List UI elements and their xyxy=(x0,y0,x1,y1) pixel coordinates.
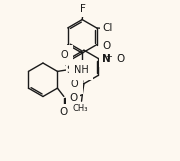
Text: ⁻: ⁻ xyxy=(118,52,123,62)
Text: O: O xyxy=(69,93,77,103)
Text: O: O xyxy=(103,41,111,51)
Text: O: O xyxy=(70,79,78,89)
Text: S: S xyxy=(66,65,73,75)
Text: O: O xyxy=(116,54,125,64)
Text: O: O xyxy=(61,50,68,60)
Text: Cl: Cl xyxy=(103,23,113,33)
Text: N: N xyxy=(102,54,111,64)
Text: NH: NH xyxy=(73,65,88,75)
Text: +: + xyxy=(105,52,112,62)
Text: CH₃: CH₃ xyxy=(73,104,89,113)
Text: F: F xyxy=(80,4,86,14)
Text: O: O xyxy=(60,107,68,117)
